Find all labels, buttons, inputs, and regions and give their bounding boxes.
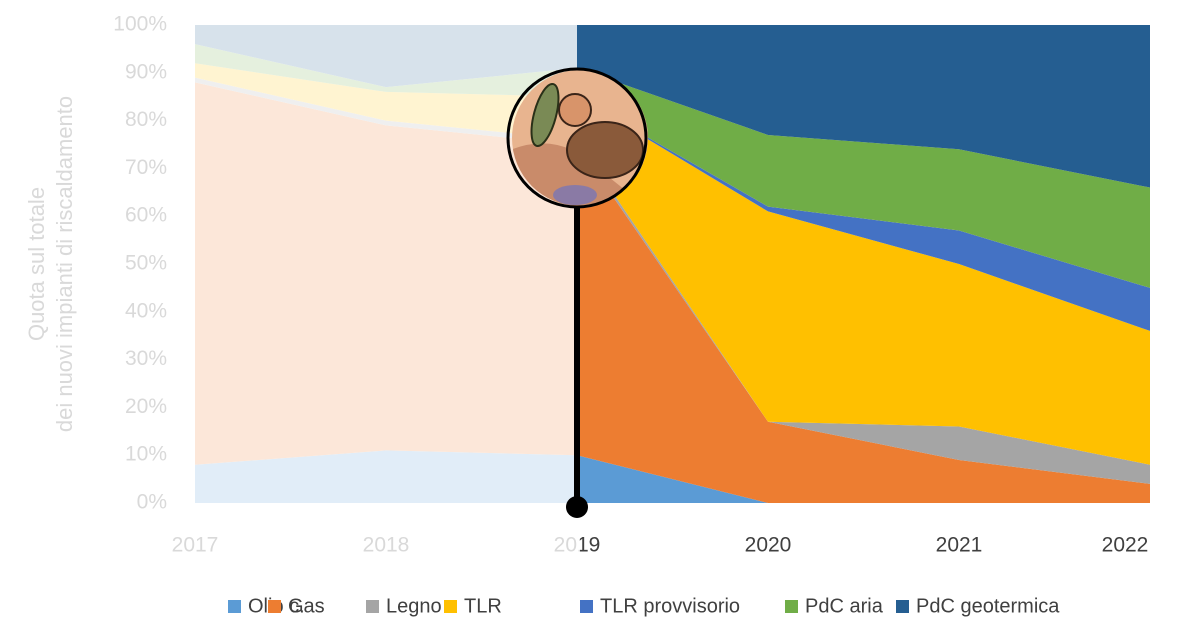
y-tick-label: 90% [125, 60, 167, 83]
y-tick-label: 100% [113, 13, 167, 36]
y-axis-title: Quota sul totale [24, 187, 49, 341]
x-tick-label: 2021 [936, 534, 983, 557]
legend-label: TLR [464, 595, 502, 617]
foreground: 0% 10% 20% 30% 40% 50% 60% 70% 80% 90% 100% Quota s… [24, 13, 1149, 618]
x-tick-label: 2022 [1102, 534, 1149, 557]
icon-rock [512, 143, 648, 206]
legend-swatch [268, 600, 281, 613]
y-tick-label: 80% [125, 108, 167, 131]
legend-label: Legno [386, 595, 442, 617]
x-tick-label: 2019 [554, 534, 601, 557]
y-tick-label: 70% [125, 156, 167, 179]
legend-swatch [896, 600, 909, 613]
legend-label: PdC aria [805, 595, 884, 617]
legend-swatch [228, 600, 241, 613]
legend-swatch [785, 600, 798, 613]
plot-area [0, 0, 1150, 530]
y-tick-label: 20% [125, 395, 167, 418]
legend-swatch [366, 600, 379, 613]
legend-label: PdC geotermica [916, 595, 1060, 617]
legend-label: TLR provvisorio [600, 595, 740, 617]
area [195, 63, 1150, 465]
y-tick-label: 50% [125, 252, 167, 275]
marker-dot [566, 496, 588, 518]
x-tick-label: 2018 [363, 534, 410, 557]
y-tick-label: 10% [125, 443, 167, 466]
y-tick-label: 40% [125, 299, 167, 322]
y-tick-label: 60% [125, 204, 167, 227]
marker-ring [506, 67, 648, 209]
y-tick-label: 0% [137, 491, 167, 514]
fade-overlay [0, 0, 577, 530]
legend-swatch [444, 600, 457, 613]
icon-head [558, 93, 592, 127]
x-tick-label: 2017 [172, 534, 219, 557]
legend-label: Gas [288, 595, 325, 617]
icon-body [566, 121, 644, 179]
legend-swatch [580, 600, 593, 613]
x-tick-label: 2020 [745, 534, 792, 557]
caveman-icon [512, 70, 648, 206]
y-tick-label: 30% [125, 347, 167, 370]
icon-leg [553, 185, 597, 205]
x-tick-label-highlight: 2019 [554, 534, 601, 557]
icon-club [530, 82, 560, 148]
y-axis-title: dei nuovi impianti di riscaldamento [52, 96, 77, 432]
